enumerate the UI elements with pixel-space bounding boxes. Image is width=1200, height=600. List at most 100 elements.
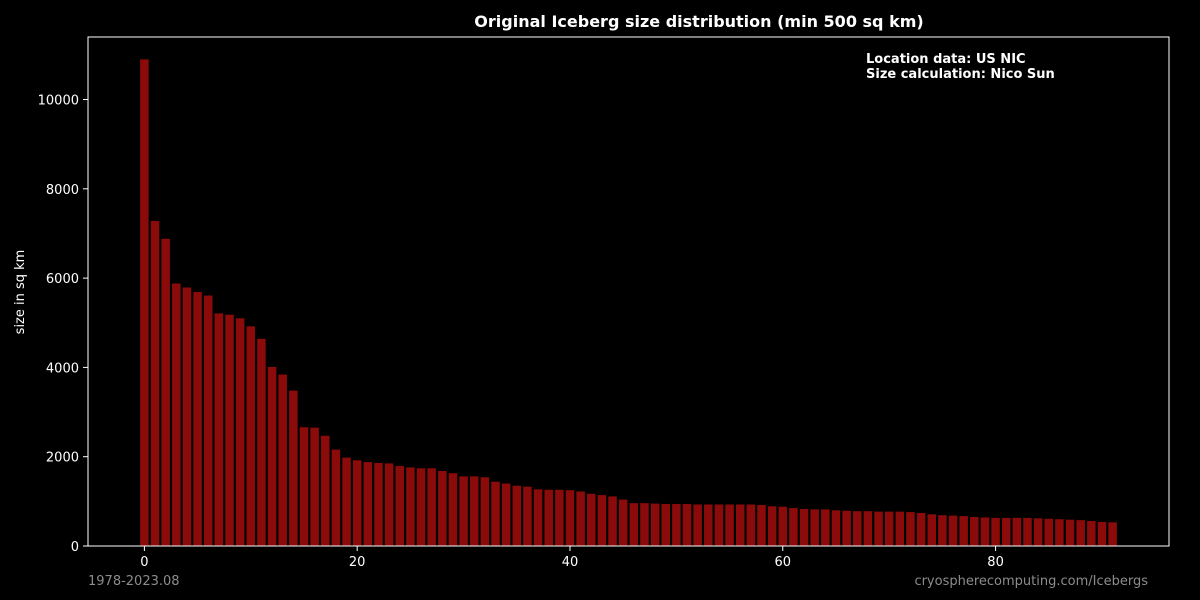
bar-55 <box>725 504 734 546</box>
bar-76 <box>948 515 958 546</box>
annotation-location: Location data: US NIC <box>866 52 1026 67</box>
bar-22 <box>374 462 383 546</box>
x-tick-label: 80 <box>987 555 1004 570</box>
bar-68 <box>863 511 873 546</box>
bar-24 <box>395 466 405 546</box>
bar-35 <box>512 485 522 546</box>
bar-65 <box>831 510 841 546</box>
bar-88 <box>1076 520 1085 546</box>
bar-67 <box>852 511 862 546</box>
bar-20 <box>352 460 362 546</box>
bar-8 <box>225 314 234 546</box>
y-tick-label: 4000 <box>46 361 79 376</box>
bar-75 <box>938 515 947 546</box>
y-tick-label: 10000 <box>38 94 79 109</box>
x-tick-label: 0 <box>140 555 148 570</box>
annotation-size-calc: Size calculation: Nico Sun <box>866 67 1055 82</box>
bar-57 <box>746 504 756 546</box>
bar-17 <box>321 435 330 546</box>
bar-86 <box>1055 519 1064 546</box>
bar-15 <box>299 427 309 546</box>
bar-87 <box>1065 519 1075 546</box>
bar-90 <box>1097 521 1107 546</box>
bar-79 <box>980 517 990 546</box>
source-footer: cryospherecomputing.com/Icebergs <box>914 574 1148 589</box>
bar-37 <box>533 489 543 546</box>
bar-64 <box>821 509 830 546</box>
bar-62 <box>799 508 809 546</box>
chart-title: Original Iceberg size distribution (min … <box>474 12 923 31</box>
bar-84 <box>1033 518 1043 546</box>
bar-89 <box>1087 520 1096 546</box>
bar-28 <box>438 470 447 546</box>
bar-83 <box>1023 517 1032 546</box>
bar-31 <box>469 476 479 546</box>
bar-19 <box>342 457 351 546</box>
bar-60 <box>778 506 788 546</box>
bar-18 <box>331 449 341 546</box>
bar-11 <box>257 338 266 546</box>
bar-33 <box>491 481 500 546</box>
bar-4 <box>182 287 192 546</box>
bar-51 <box>682 504 692 546</box>
bar-5 <box>193 291 202 546</box>
x-ticks-group: 0 20 40 60 80 <box>140 546 1004 570</box>
bar-56 <box>735 504 745 546</box>
bar-25 <box>406 467 415 546</box>
x-tick-label: 20 <box>349 555 366 570</box>
bar-52 <box>693 504 702 546</box>
bar-77 <box>959 516 968 546</box>
y-tick-label: 8000 <box>46 183 79 198</box>
x-tick-label: 40 <box>562 555 579 570</box>
date-range-footer: 1978-2023.08 <box>88 574 180 589</box>
y-tick-label: 0 <box>71 540 79 555</box>
bar-9 <box>235 318 245 546</box>
bar-16 <box>310 427 319 546</box>
bar-3 <box>172 283 181 546</box>
plot-frame <box>87 36 1170 547</box>
bar-82 <box>1012 517 1022 546</box>
bar-69 <box>874 511 883 546</box>
bar-7 <box>214 313 224 546</box>
bar-40 <box>565 490 575 546</box>
bar-21 <box>363 462 373 546</box>
bar-61 <box>789 508 798 546</box>
y-ticks-group: 0 2000 4000 6000 8000 10000 <box>38 94 88 555</box>
bar-50 <box>672 504 681 546</box>
bar-32 <box>480 477 490 546</box>
bar-80 <box>991 517 1000 546</box>
bar-6 <box>203 295 213 546</box>
bar-42 <box>587 493 596 546</box>
bar-78 <box>970 516 979 546</box>
bar-66 <box>842 510 851 546</box>
bar-30 <box>459 476 468 546</box>
bars-group <box>140 59 1117 547</box>
bar-72 <box>906 512 915 546</box>
bar-10 <box>246 326 256 546</box>
y-axis-label: size in sq km <box>13 250 28 335</box>
bar-85 <box>1044 518 1054 546</box>
bar-0 <box>140 59 149 547</box>
bar-27 <box>427 468 436 546</box>
bar-38 <box>544 489 553 546</box>
bar-59 <box>767 506 777 546</box>
bar-46 <box>629 503 639 546</box>
bar-39 <box>555 489 564 546</box>
bar-34 <box>501 483 511 546</box>
bar-41 <box>576 491 585 546</box>
bar-91 <box>1108 522 1117 546</box>
x-tick-label: 60 <box>775 555 792 570</box>
bar-58 <box>757 504 766 546</box>
bar-47 <box>640 503 649 546</box>
y-tick-label: 6000 <box>46 272 79 287</box>
bar-44 <box>608 496 617 546</box>
bar-71 <box>895 511 905 546</box>
bar-1 <box>150 220 160 546</box>
bar-81 <box>1001 517 1011 546</box>
bar-48 <box>650 503 660 546</box>
y-tick-label: 2000 <box>46 451 79 466</box>
bar-45 <box>618 499 628 546</box>
bar-70 <box>884 511 894 546</box>
bar-29 <box>448 473 458 546</box>
